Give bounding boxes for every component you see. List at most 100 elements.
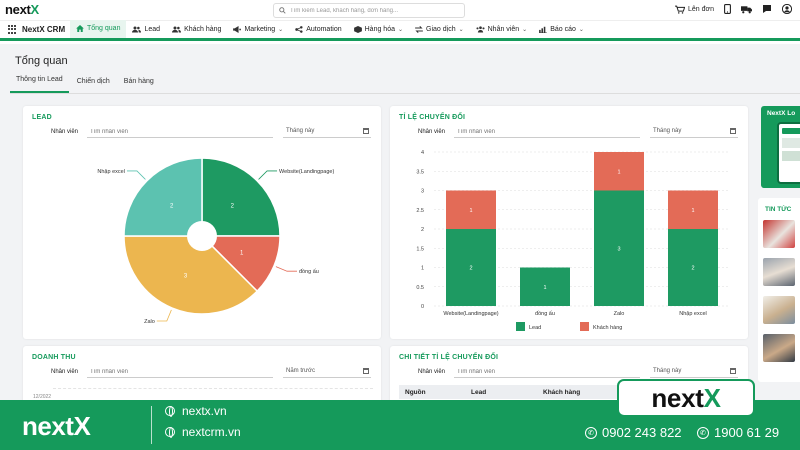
- news-thumbnail[interactable]: [763, 220, 795, 248]
- home-icon: [76, 25, 84, 32]
- revenue-filters: Nhân viên Năm trước: [23, 366, 381, 379]
- lead-pie-chart: 2 Website(Landingpage) 1 đồng ấu 3 Zalo 2 Nhập …: [97, 157, 334, 325]
- bar-value-label: 1: [691, 208, 694, 214]
- bar-segment[interactable]: [446, 229, 496, 306]
- news-thumbnail[interactable]: [763, 296, 795, 324]
- y-tick-label: 3.5: [416, 169, 424, 175]
- users-icon: [132, 26, 142, 33]
- pie-slice[interactable]: [123, 157, 203, 237]
- tab-lead-info[interactable]: Thông tin Lead: [10, 76, 69, 93]
- date-range-select[interactable]: Tháng này: [650, 126, 738, 138]
- revenue-card: DOANH THU Nhân viên Năm trước 12/2022: [23, 346, 381, 406]
- date-range-select[interactable]: Tháng này: [283, 126, 371, 138]
- news-thumbnail[interactable]: [763, 258, 795, 286]
- nav-item-products[interactable]: Hàng hóa ⌄: [348, 20, 409, 40]
- nav-item-reports[interactable]: Báo cáo ⌄: [533, 20, 590, 40]
- leader-line: [126, 170, 146, 180]
- truck-icon[interactable]: [741, 5, 752, 14]
- slice-value-label: 1: [240, 250, 244, 256]
- bar-value-label: 2: [469, 266, 472, 272]
- table-header-customers: Khách hàng: [543, 388, 581, 396]
- legend-swatch: [580, 322, 589, 331]
- bar-segment[interactable]: [668, 190, 718, 230]
- employee-search-input[interactable]: [454, 126, 640, 138]
- support-phone-icon: ✆: [697, 426, 709, 439]
- app-grid-icon[interactable]: [8, 25, 17, 34]
- bar-segment[interactable]: [446, 190, 496, 230]
- conversion-bar-chart: 0 0.5 1 1.5 2 2.5 3 3.5 4 2 1 Website(Landingpage) 1…: [416, 150, 730, 331]
- nav-item-lead[interactable]: Lead: [126, 20, 166, 40]
- slice-category-label: Zalo: [144, 319, 155, 325]
- pie-slice[interactable]: [200, 235, 281, 293]
- y-tick-label: 2.5: [416, 208, 424, 214]
- nav-item-overview[interactable]: Tổng quan: [70, 19, 127, 40]
- brand-block[interactable]: NextX CRM: [0, 25, 70, 34]
- footer-site-link[interactable]: nextcrm.vn: [165, 425, 241, 439]
- revenue-card-title: DOANH THU: [32, 354, 76, 361]
- y-tick-label: 3: [421, 189, 424, 195]
- grid-line: [53, 388, 373, 389]
- date-range-select[interactable]: Năm trước: [283, 366, 371, 378]
- chevron-down-icon: ⌄: [278, 27, 284, 33]
- slice-value-label: 2: [231, 204, 235, 210]
- bar-segment[interactable]: [594, 190, 644, 307]
- calendar-icon: [363, 128, 369, 134]
- global-search[interactable]: [273, 3, 465, 18]
- y-tick-label: 1.5: [416, 246, 424, 252]
- x-tick-label: Zalo: [614, 311, 625, 317]
- footer-site-link[interactable]: nextx.vn: [165, 404, 227, 418]
- conversion-card: TỈ LỆ CHUYỂN ĐỔI Nhân viên Tháng này 0 0.…: [390, 106, 748, 339]
- legend-label: Khách hàng: [593, 325, 622, 331]
- user-avatar-icon[interactable]: [782, 4, 792, 14]
- table-header-source: Nguồn: [405, 388, 426, 396]
- search-input[interactable]: [290, 7, 460, 14]
- chevron-down-icon: ⌄: [458, 27, 464, 33]
- pie-slice[interactable]: [123, 235, 259, 315]
- leader-line: [156, 309, 172, 322]
- tab-campaigns[interactable]: Chiến dịch: [76, 78, 110, 85]
- employee-search-input[interactable]: [87, 366, 273, 378]
- brand-name: NextX CRM: [22, 25, 66, 34]
- news-thumbnail[interactable]: [763, 334, 795, 362]
- chevron-down-icon: ⌄: [397, 27, 404, 33]
- top-header: nextX Lên đơn: [0, 0, 800, 21]
- phone-icon: ✆: [585, 426, 597, 439]
- pie-slice[interactable]: [201, 157, 281, 237]
- nav-item-automation[interactable]: Automation: [289, 20, 347, 40]
- mobile-icon[interactable]: [724, 4, 731, 14]
- page-title: Tổng quan: [15, 55, 68, 67]
- promo-banner[interactable]: NextX Lo: [761, 106, 800, 188]
- bar-segment[interactable]: [520, 267, 570, 307]
- conversion-detail-title: CHI TIẾT TỈ LỆ CHUYỂN ĐỔI: [399, 354, 499, 361]
- app-logo[interactable]: nextX: [5, 2, 39, 17]
- bar-segment[interactable]: [668, 229, 718, 306]
- date-range-select[interactable]: Tháng này: [650, 366, 738, 378]
- nav-item-customers[interactable]: Khách hàng: [166, 20, 227, 40]
- tab-sales[interactable]: Bán hàng: [123, 78, 154, 85]
- support-number[interactable]: ✆ 1900 61 29: [697, 425, 779, 440]
- revenue-axis-label: 12/2022: [33, 394, 52, 400]
- calendar-icon: [730, 368, 736, 374]
- nav-item-staff[interactable]: Nhân viên ⌄: [470, 20, 534, 40]
- employee-search-input[interactable]: [87, 126, 273, 138]
- main-nav: NextX CRM Tổng quan Lead Khách hàng Mark…: [0, 19, 800, 41]
- nav-item-transactions[interactable]: Giao dịch ⌄: [409, 20, 470, 40]
- y-tick-label: 2: [421, 227, 424, 233]
- footer-logo: nextX: [22, 411, 91, 441]
- employee-search-input[interactable]: [454, 366, 640, 378]
- lead-card-title: LEAD: [32, 114, 52, 121]
- conversion-filters: Nhân viên Tháng này: [390, 126, 748, 139]
- search-icon: [279, 7, 286, 14]
- slice-value-label: 3: [184, 274, 188, 280]
- y-tick-label: 4: [421, 150, 424, 156]
- calendar-icon: [730, 128, 736, 134]
- hotline-number[interactable]: ✆ 0902 243 822: [585, 425, 682, 440]
- megaphone-icon: [233, 26, 242, 33]
- cart-icon: [674, 5, 685, 14]
- bar-value-label: 2: [691, 266, 694, 272]
- nav-item-marketing[interactable]: Marketing ⌄: [227, 20, 289, 40]
- bar-segment[interactable]: [594, 152, 644, 191]
- create-order-button[interactable]: Lên đơn: [674, 5, 714, 14]
- slice-value-label: 2: [170, 204, 174, 210]
- chat-icon[interactable]: [762, 4, 772, 14]
